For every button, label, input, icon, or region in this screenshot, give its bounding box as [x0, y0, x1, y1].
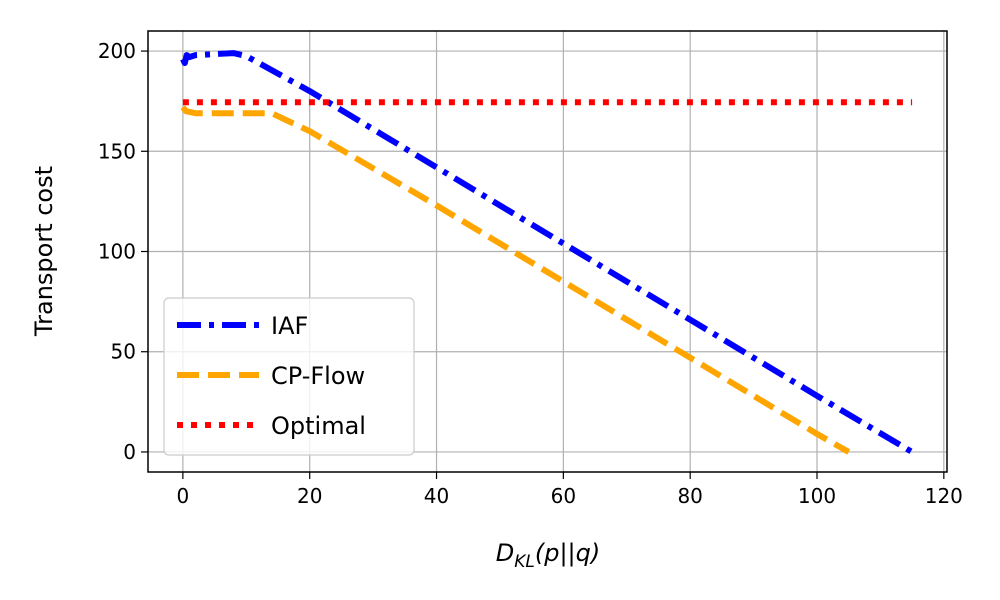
- legend-label-cp-flow: CP-Flow: [271, 362, 365, 390]
- x-tick-label: 60: [551, 484, 576, 508]
- y-tick-label: 0: [123, 440, 136, 464]
- x-tick-label: 40: [424, 484, 449, 508]
- x-axis-label-sub: KL: [514, 552, 535, 572]
- x-tick-label: 0: [177, 484, 190, 508]
- legend: IAF CP-Flow Optimal: [163, 297, 415, 456]
- legend-box: [163, 297, 415, 456]
- x-tick-label: 20: [297, 484, 322, 508]
- x-axis-label-rest: (p||q): [535, 539, 600, 567]
- series-lines: [180, 50, 914, 455]
- y-tick-label: 50: [111, 340, 136, 364]
- axis-ticks: 0 20 40 60 80 100 120 0 50 100 150 200: [98, 39, 963, 508]
- y-tick-label: 100: [98, 240, 136, 264]
- x-tick-label: 120: [925, 484, 963, 508]
- x-axis-label-main: D: [496, 539, 514, 567]
- x-tick-label: 100: [798, 484, 836, 508]
- x-tick-label: 80: [677, 484, 702, 508]
- y-tick-label: 150: [98, 139, 136, 163]
- legend-label-optimal: Optimal: [271, 412, 366, 440]
- series-line-iaf: [180, 50, 914, 455]
- y-axis-label: Transport cost: [30, 166, 58, 337]
- legend-label-iaf: IAF: [271, 312, 308, 340]
- x-axis-label: DKL(p||q): [496, 539, 600, 572]
- y-tick-label: 200: [98, 39, 136, 63]
- series-line-cp-flow: [180, 105, 851, 455]
